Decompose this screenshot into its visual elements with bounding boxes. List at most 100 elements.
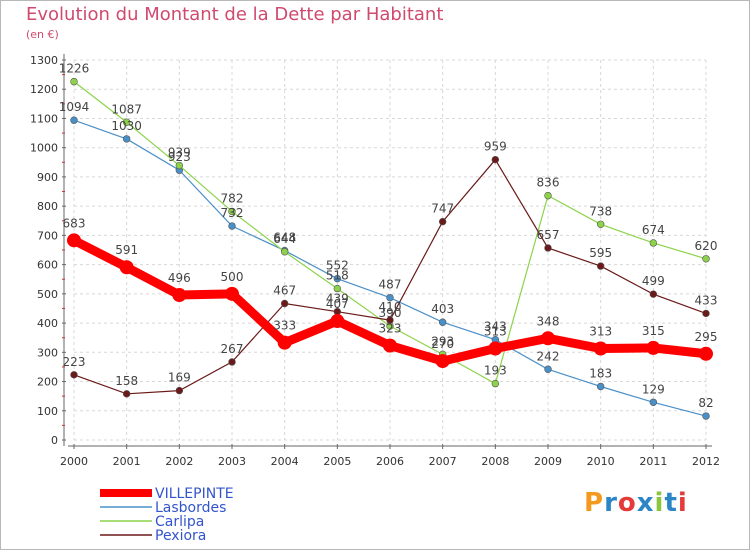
data-labels: 1094 1030 923 732 648 552 487 403 343 242 183 129 82… xyxy=(59,62,718,410)
data-point-carlipa xyxy=(491,379,500,388)
data-label-pexiora: 657 xyxy=(537,228,560,242)
legend-label-pexiora: Pexiora xyxy=(155,528,206,544)
data-point-lasbordes xyxy=(544,365,552,373)
data-label-lasbordes: 1030 xyxy=(111,119,142,133)
data-label-lasbordes: 1094 xyxy=(59,100,90,114)
data-point-pexiora xyxy=(649,290,658,298)
data-label-villepinte: 313 xyxy=(484,325,507,339)
data-point-carlipa xyxy=(702,255,710,263)
data-label-pexiora: 169 xyxy=(168,371,191,385)
data-label-lasbordes: 923 xyxy=(168,150,191,164)
data-label-pexiora: 223 xyxy=(63,355,86,369)
x-tick-label: 2006 xyxy=(376,455,404,468)
data-point-lasbordes xyxy=(649,398,658,406)
y-tick-label: 100 xyxy=(37,405,58,418)
data-point-carlipa xyxy=(649,239,658,247)
data-point-pexiora xyxy=(386,316,394,324)
data-point-lasbordes xyxy=(596,382,605,391)
data-label-lasbordes: 487 xyxy=(379,278,402,292)
logo-letter: r xyxy=(604,488,618,518)
y-tick-label: 600 xyxy=(37,259,58,272)
data-point-villepinte xyxy=(277,335,292,350)
data-point-lasbordes xyxy=(228,222,236,230)
data-label-carlipa: 782 xyxy=(221,191,244,205)
data-label-villepinte: 496 xyxy=(168,271,191,285)
data-point-lasbordes xyxy=(438,318,447,326)
data-point-pexiora xyxy=(280,299,289,308)
data-label-pexiora: 433 xyxy=(695,293,718,307)
data-point-carlipa xyxy=(175,161,184,170)
x-tick-label: 2011 xyxy=(639,455,667,468)
data-label-villepinte: 333 xyxy=(273,319,296,333)
data-label-carlipa: 674 xyxy=(642,223,665,237)
data-label-lasbordes: 343 xyxy=(484,320,507,334)
data-label-villepinte: 270 xyxy=(431,337,454,351)
x-tick-label: 2000 xyxy=(60,455,88,468)
data-label-lasbordes: 732 xyxy=(221,206,244,220)
x-tick-label: 2007 xyxy=(429,455,457,468)
data-label-lasbordes: 129 xyxy=(642,382,665,396)
chart-subtitle: (en €) xyxy=(26,28,59,41)
data-point-pexiora xyxy=(438,217,447,226)
logo-letter: P xyxy=(584,488,605,518)
data-point-villepinte xyxy=(330,314,345,329)
x-tick-label: 2001 xyxy=(113,455,141,468)
data-point-lasbordes xyxy=(333,274,342,283)
data-label-lasbordes: 183 xyxy=(589,367,612,381)
data-point-pexiora xyxy=(596,262,605,270)
data-point-pexiora xyxy=(175,386,184,395)
y-tick-label: 700 xyxy=(37,229,58,242)
data-label-carlipa: 939 xyxy=(168,146,191,160)
data-point-carlipa xyxy=(280,248,289,256)
data-label-carlipa: 518 xyxy=(326,269,349,283)
x-tick-label: 2008 xyxy=(481,455,509,468)
data-point-carlipa xyxy=(596,220,605,228)
logo-letter: i xyxy=(654,488,665,518)
y-tick-label: 1300 xyxy=(30,54,58,67)
legend-label-villepinte: VILLEPINTE xyxy=(155,486,234,502)
data-label-carlipa: 644 xyxy=(273,232,296,246)
data-label-villepinte: 295 xyxy=(695,330,718,344)
y-tick-label: 300 xyxy=(37,346,58,359)
data-point-villepinte xyxy=(435,354,450,369)
y-tick-label: 400 xyxy=(37,317,58,330)
y-tick-label: 1100 xyxy=(30,112,58,125)
data-point-villepinte xyxy=(593,341,608,356)
logo-letter: t xyxy=(664,488,678,518)
data-label-carlipa: 390 xyxy=(379,306,402,320)
data-point-pexiora xyxy=(544,244,552,252)
y-tick-label: 0 xyxy=(51,434,58,447)
logo-letter: i xyxy=(677,488,688,518)
data-point-lasbordes xyxy=(386,293,394,302)
data-label-lasbordes: 403 xyxy=(431,302,454,316)
data-label-pexiora: 410 xyxy=(379,300,402,314)
data-label-villepinte: 313 xyxy=(589,325,612,339)
data-point-carlipa xyxy=(70,77,78,86)
logo-letter: x xyxy=(636,488,655,518)
data-point-villepinte xyxy=(172,288,187,303)
data-label-pexiora: 747 xyxy=(431,202,454,216)
data-label-villepinte: 315 xyxy=(642,324,665,338)
chart-title: Evolution du Montant de la Dette par Hab… xyxy=(26,4,444,25)
data-point-carlipa xyxy=(228,207,236,216)
data-point-villepinte xyxy=(646,340,661,355)
data-point-pexiora xyxy=(122,390,131,398)
data-point-villepinte xyxy=(488,341,503,356)
y-tick-label: 1000 xyxy=(30,142,58,155)
data-point-pexiora xyxy=(228,358,236,366)
data-label-pexiora: 267 xyxy=(221,342,244,356)
data-point-carlipa xyxy=(122,118,131,126)
data-point-pexiora xyxy=(70,371,78,379)
proxiti-logo: Proxiti xyxy=(584,488,688,518)
x-tick-label: 2002 xyxy=(165,455,193,468)
y-tick-label: 1200 xyxy=(30,83,58,96)
legend-label-carlipa: Carlipa xyxy=(155,514,204,530)
x-tick-label: 2005 xyxy=(323,455,351,468)
x-tick-label: 2003 xyxy=(218,455,246,468)
data-point-lasbordes xyxy=(122,135,131,143)
data-label-villepinte: 323 xyxy=(379,322,402,336)
data-label-pexiora: 959 xyxy=(484,140,507,154)
series-group xyxy=(67,77,713,420)
